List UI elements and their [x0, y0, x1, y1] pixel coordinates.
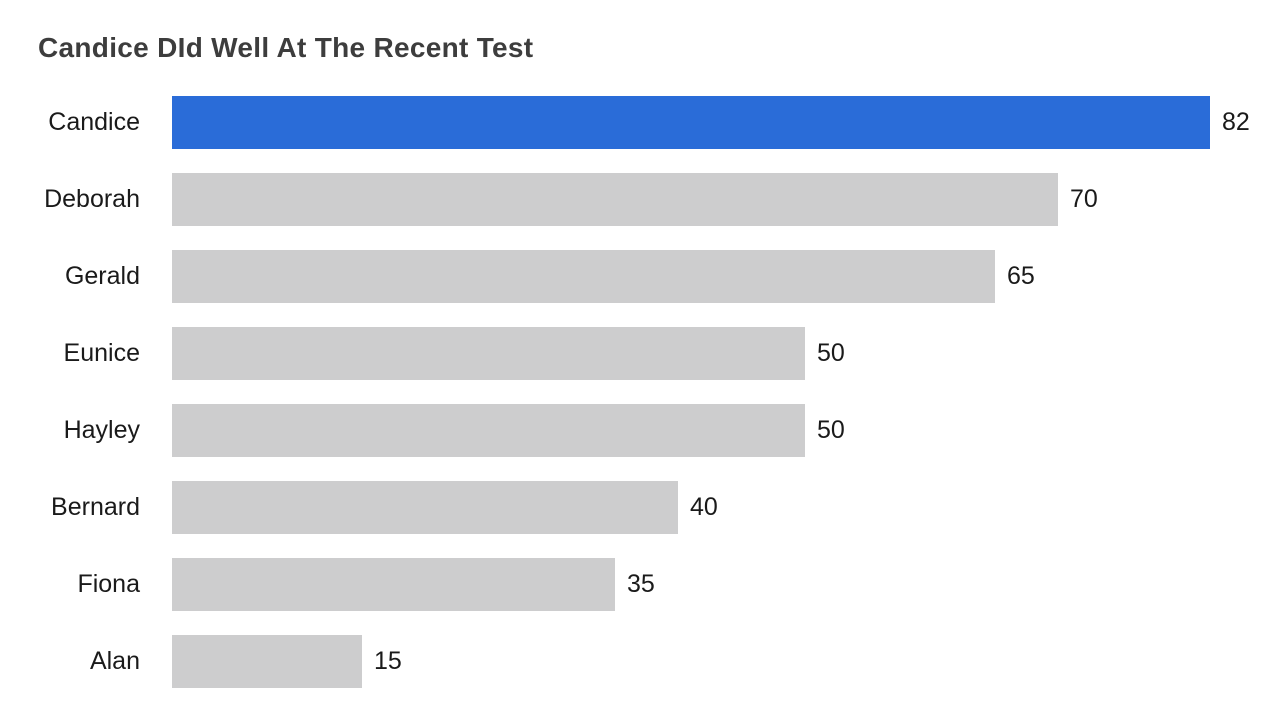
category-label: Hayley — [63, 416, 140, 444]
bar-gerald — [172, 250, 995, 303]
bar-hayley — [172, 404, 805, 457]
category-label: Candice — [48, 108, 140, 136]
bar-row: Eunice 50 — [0, 315, 1280, 392]
bar-eunice — [172, 327, 805, 380]
value-label: 65 — [1007, 262, 1035, 290]
category-label: Fiona — [77, 570, 140, 598]
value-label: 70 — [1070, 185, 1098, 213]
bar-bernard — [172, 481, 678, 534]
bar-candice — [172, 96, 1210, 149]
bar-row: Candice 82 — [0, 84, 1280, 161]
value-label: 40 — [690, 493, 718, 521]
bar-row: Hayley 50 — [0, 392, 1280, 469]
value-label: 50 — [817, 339, 845, 367]
chart-title: Candice DId Well At The Recent Test — [38, 32, 534, 63]
category-label: Deborah — [44, 185, 140, 213]
value-label: 82 — [1222, 108, 1250, 136]
chart-rows: Candice 82 Deborah 70 Gerald 65 Eunice 50 Hayley… — [0, 84, 1280, 700]
value-label: 50 — [817, 416, 845, 444]
category-label: Bernard — [51, 493, 140, 521]
bar-row: Alan 15 — [0, 623, 1280, 700]
bar-row: Deborah 70 — [0, 161, 1280, 238]
category-label: Gerald — [64, 262, 140, 290]
bar-row: Fiona 35 — [0, 546, 1280, 623]
bar-alan — [172, 635, 362, 688]
bar-row: Gerald 65 — [0, 238, 1280, 315]
category-label: Alan — [89, 647, 140, 675]
bar-row: Bernard 40 — [0, 469, 1280, 546]
value-label: 35 — [627, 570, 655, 598]
bar-deborah — [172, 173, 1058, 226]
value-label: 15 — [374, 647, 402, 675]
category-label: Eunice — [63, 339, 140, 367]
bar-fiona — [172, 558, 615, 611]
